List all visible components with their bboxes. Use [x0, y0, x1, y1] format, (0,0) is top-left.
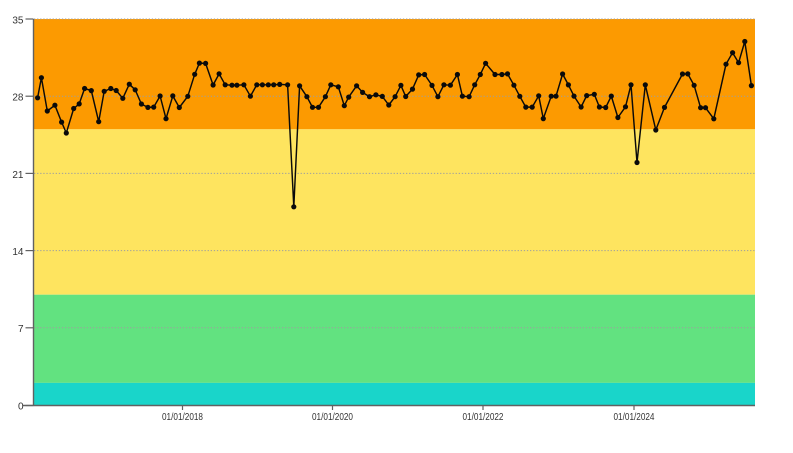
- svg-text:01/01/2020: 01/01/2020: [312, 412, 353, 423]
- svg-text:01/01/2024: 01/01/2024: [614, 412, 655, 423]
- svg-text:35: 35: [12, 15, 24, 26]
- svg-text:28: 28: [12, 93, 24, 104]
- svg-text:7: 7: [18, 324, 24, 335]
- svg-text:21: 21: [12, 170, 24, 181]
- svg-text:14: 14: [12, 247, 24, 258]
- svg-text:01/01/2022: 01/01/2022: [463, 412, 504, 423]
- svg-text:0: 0: [18, 401, 24, 412]
- svg-text:01/01/2018: 01/01/2018: [162, 412, 203, 423]
